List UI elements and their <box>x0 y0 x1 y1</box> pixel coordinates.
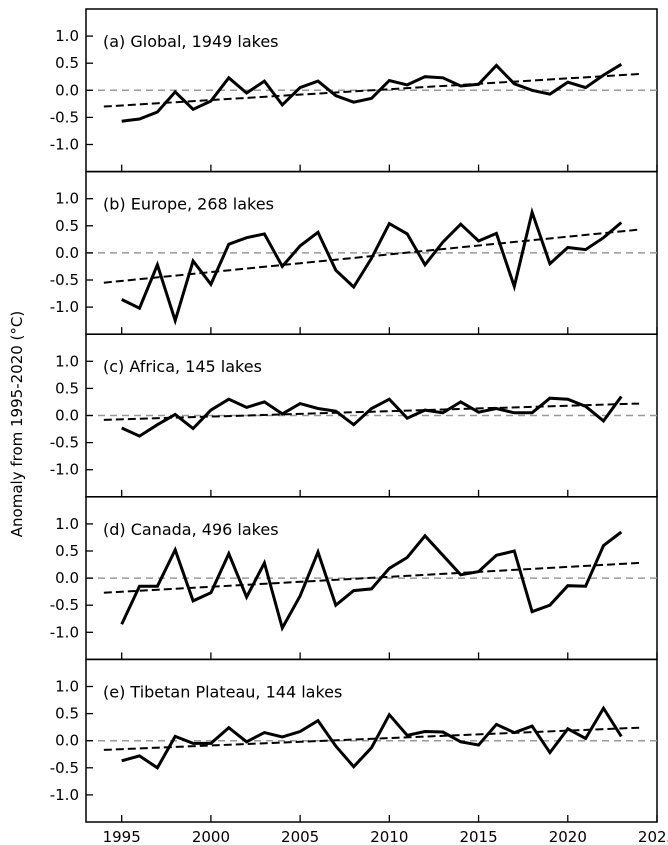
y-tick-label: 1.0 <box>55 352 79 370</box>
trend-line <box>103 402 640 421</box>
y-axis-title: Anomaly from 1995-2020 (°C) <box>8 311 26 537</box>
y-tick-label: -1.0 <box>50 298 79 316</box>
y-tick-label: 0.5 <box>55 217 79 235</box>
x-tick-label: 2000 <box>192 828 230 845</box>
x-tick-label: 2020 <box>549 828 587 845</box>
x-tick-label: 2015 <box>459 828 497 845</box>
panel-label: (c) Africa, 145 lakes <box>103 357 262 376</box>
panels: -1.0-0.50.00.51.0 (a) Global, 1949 lakes-… <box>50 8 668 845</box>
y-tick-label: 0.0 <box>55 81 79 99</box>
panel-label: (b) Europe, 268 lakes <box>103 195 274 214</box>
y-tick-label: 0.5 <box>55 54 79 72</box>
y-tick-label: -1.0 <box>50 136 79 154</box>
x-tick-label: 1995 <box>103 828 141 845</box>
x-tick-label: 2010 <box>370 828 408 845</box>
y-tick-label: 1.0 <box>55 515 79 533</box>
y-tick-label: -1.0 <box>50 623 79 641</box>
panel-label: (e) Tibetan Plateau, 144 lakes <box>103 682 342 701</box>
y-tick-label: 1.0 <box>55 678 79 696</box>
y-tick-label: -0.5 <box>50 759 79 777</box>
y-tick-label: 0.5 <box>55 542 79 560</box>
y-tick-label: -0.5 <box>50 434 79 452</box>
y-tick-label: 0.0 <box>55 569 79 587</box>
y-tick-label: 0.5 <box>55 379 79 397</box>
panel-1: -1.0 -0.5 0.0 0.5 1.0 (a) Global, 1949 lakes <box>50 8 658 173</box>
series-line <box>121 395 623 438</box>
panel-3: -1.0 -0.5 0.0 0.5 1.0 (c) Africa, 145 lakes <box>50 333 658 498</box>
panel-5: -1.0 -0.5 0.0 0.5 1.0 1995 2000 2005 2010 2015 202… <box>50 658 668 845</box>
y-tick-label: -1.0 <box>50 786 79 804</box>
y-tick-label: 1.0 <box>55 190 79 208</box>
panel-label: (a) Global, 1949 lakes <box>103 32 279 51</box>
y-tick-label: -0.5 <box>50 271 79 289</box>
x-tick-label: 2005 <box>281 828 319 845</box>
y-tick-label: 0.0 <box>55 244 79 262</box>
y-tick-label: 0.5 <box>55 705 79 723</box>
y-tick-label: 0.0 <box>55 407 79 425</box>
series-line <box>121 705 623 770</box>
series-line <box>120 530 623 632</box>
panel-label: (d) Canada, 496 lakes <box>103 520 279 539</box>
trend-line <box>103 561 640 594</box>
y-tick-label: -1.0 <box>50 461 79 479</box>
y-tick-label: 0.0 <box>55 732 79 750</box>
series-line <box>121 63 623 123</box>
series-line <box>121 206 623 326</box>
panel-2: -1.0 -0.5 0.0 0.5 1.0 (b) Europe, 268 lakes <box>50 170 658 335</box>
panel-4: -1.0 -0.5 0.0 0.5 1.0 (d) Canada, 496 lakes <box>50 496 658 661</box>
y-tick-label: -0.5 <box>50 596 79 614</box>
trend-line <box>103 726 640 751</box>
trend-line <box>103 73 640 108</box>
x-tick-label: 2025 <box>638 828 668 845</box>
y-tick-label: 1.0 <box>55 27 79 45</box>
y-tick-label: -0.5 <box>50 108 79 126</box>
